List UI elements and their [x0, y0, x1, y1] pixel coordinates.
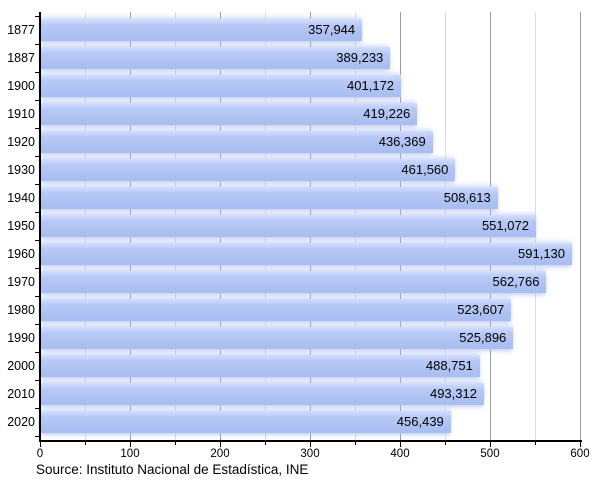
x-tick — [535, 441, 536, 445]
category-label: 1910 — [7, 107, 35, 121]
category-label: 1960 — [7, 247, 35, 261]
bar-value-label: 401,172 — [347, 78, 395, 93]
bar — [40, 131, 433, 153]
bar — [40, 159, 456, 181]
bar — [40, 411, 451, 433]
bar — [40, 215, 536, 237]
x-tick-label: 0 — [36, 448, 44, 460]
x-tick — [580, 441, 581, 447]
category-label: 2020 — [7, 415, 35, 429]
y-tick — [35, 156, 39, 157]
x-tick — [355, 441, 356, 445]
bar-value-label: 389,233 — [336, 50, 384, 65]
bar — [40, 327, 514, 349]
category-label: 1900 — [7, 79, 35, 93]
x-tick — [175, 441, 176, 445]
bar-value-label: 591,130 — [518, 246, 566, 261]
bar — [40, 383, 484, 405]
category-label: 1980 — [7, 303, 35, 317]
bar — [40, 243, 573, 265]
y-tick — [35, 184, 39, 185]
category-label: 2000 — [7, 359, 35, 373]
y-tick — [35, 16, 39, 17]
x-tick — [130, 441, 131, 447]
y-tick — [35, 44, 39, 45]
bar-value-label: 357,944 — [308, 22, 356, 37]
y-tick — [35, 72, 39, 73]
y-tick — [35, 100, 39, 101]
bar — [40, 47, 391, 69]
bar-value-label: 493,312 — [429, 386, 477, 401]
bar-value-label: 551,072 — [481, 218, 529, 233]
category-label: 1877 — [7, 23, 35, 37]
source-note: Source: Instituto Nacional de Estadístic… — [36, 462, 309, 477]
y-tick — [35, 296, 39, 297]
bar-value-label: 523,607 — [457, 302, 505, 317]
gridline-major — [580, 12, 581, 440]
bar — [40, 299, 512, 321]
category-label: 1950 — [7, 219, 35, 233]
bar — [40, 19, 363, 41]
y-tick — [35, 408, 39, 409]
y-tick — [35, 240, 39, 241]
x-tick — [85, 441, 86, 445]
bar-value-label: 461,560 — [401, 162, 449, 177]
bar-value-label: 525,896 — [459, 330, 507, 345]
y-tick — [35, 268, 39, 269]
x-tick-label: 100 — [120, 448, 140, 460]
x-tick — [310, 441, 311, 447]
x-tick-label: 600 — [570, 448, 590, 460]
x-tick — [220, 441, 221, 447]
bar-value-label: 456,439 — [396, 414, 444, 429]
bar — [40, 75, 402, 97]
x-axis-line — [39, 440, 582, 442]
bar-value-label: 508,613 — [443, 190, 491, 205]
x-tick-label: 200 — [210, 448, 230, 460]
category-label: 1940 — [7, 191, 35, 205]
y-axis-line — [39, 12, 41, 440]
y-tick — [35, 352, 39, 353]
y-tick — [35, 212, 39, 213]
x-tick-label: 500 — [480, 448, 500, 460]
category-label: 1930 — [7, 163, 35, 177]
bar — [40, 187, 498, 209]
x-tick — [445, 441, 446, 445]
x-tick-label: 400 — [390, 448, 410, 460]
bar — [40, 103, 418, 125]
y-tick — [35, 128, 39, 129]
x-tick — [40, 441, 41, 447]
x-tick-label: 300 — [300, 448, 320, 460]
x-tick — [400, 441, 401, 447]
y-tick — [35, 436, 39, 437]
category-label: 1990 — [7, 331, 35, 345]
x-tick — [490, 441, 491, 447]
bar-value-label: 488,751 — [425, 358, 473, 373]
bar-value-label: 436,369 — [378, 134, 426, 149]
y-tick — [35, 324, 39, 325]
bar — [40, 355, 480, 377]
bar-value-label: 562,766 — [492, 274, 540, 289]
category-label: 1920 — [7, 135, 35, 149]
y-tick — [35, 380, 39, 381]
category-label: 1970 — [7, 275, 35, 289]
x-tick — [265, 441, 266, 445]
bar — [40, 271, 547, 293]
category-label: 1887 — [7, 51, 35, 65]
category-label: 2010 — [7, 387, 35, 401]
bar-value-label: 419,226 — [363, 106, 411, 121]
